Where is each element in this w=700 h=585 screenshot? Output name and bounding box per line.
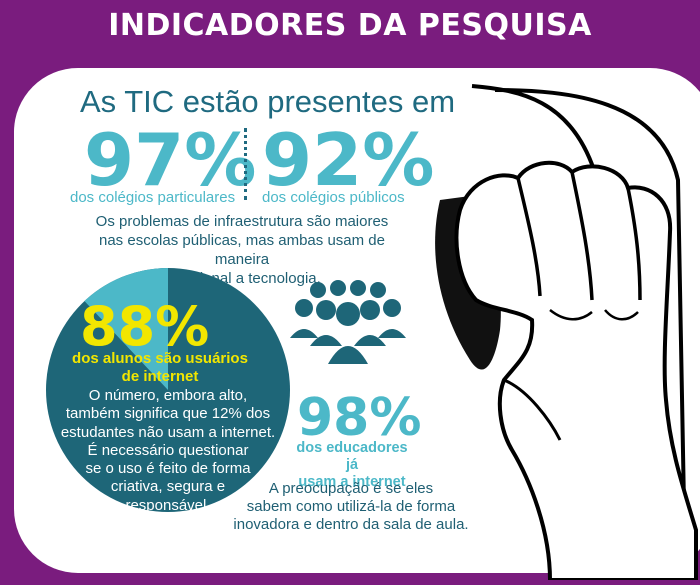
students-value: 88% — [80, 295, 210, 358]
stat-divider — [244, 128, 247, 200]
stat-public-value: 92% — [262, 118, 435, 202]
stat-private-value: 97% — [84, 118, 257, 202]
stat-private-label: dos colégios particulares — [70, 189, 236, 206]
students-paragraph: O número, embora alto, também significa … — [60, 387, 276, 514]
intro-heading: As TIC estão presentes em — [80, 84, 456, 119]
students-label: dos alunos são usuários de internet — [72, 350, 248, 385]
educators-paragraph: A preocupação é se eles sabem como utili… — [233, 480, 469, 533]
people-group-icon — [290, 280, 406, 364]
stat-public-label: dos colégios públicos — [262, 189, 405, 206]
hand-on-mouse-illustration — [435, 84, 698, 580]
students-pie-circle — [46, 268, 290, 512]
educators-label: dos educadores já usam a internet — [296, 440, 408, 490]
page-title: INDICADORES DA PESQUISA — [108, 8, 592, 43]
educators-value: 98% — [297, 388, 422, 448]
students-pie-wedge — [79, 268, 168, 390]
